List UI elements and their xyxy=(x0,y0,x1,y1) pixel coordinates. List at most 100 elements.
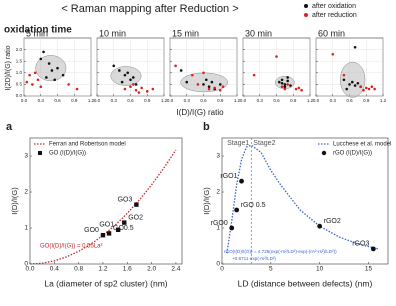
data-point xyxy=(353,45,357,49)
data-point xyxy=(53,78,57,82)
x-axis-label: LD (distance between defects) (nm) xyxy=(238,278,373,288)
stage-label: Stage2 xyxy=(253,140,275,147)
data-point xyxy=(297,86,301,90)
point-label: rGO1 xyxy=(220,173,237,180)
y-tick-label: 0 xyxy=(216,261,220,268)
data-point xyxy=(131,83,135,86)
x-tick-label: 0.9 xyxy=(363,98,370,103)
legend-label: rGO (I(D)/I(G)) xyxy=(333,151,372,157)
data-point xyxy=(134,202,139,207)
data-point xyxy=(126,71,130,75)
data-point xyxy=(61,73,65,77)
data-point xyxy=(196,83,200,86)
data-point xyxy=(207,87,211,91)
x-tick-label: 2.4 xyxy=(171,266,180,273)
y-tick-label: 1 xyxy=(216,225,220,232)
point-label: rGO 0.5 xyxy=(241,202,266,209)
data-point xyxy=(118,69,121,72)
data-point xyxy=(174,64,177,68)
data-point xyxy=(185,80,189,84)
data-point xyxy=(353,84,357,87)
data-point xyxy=(342,73,346,77)
x-tick-label: 0.6 xyxy=(346,98,353,103)
x-tick-label: 1.2 xyxy=(380,98,387,103)
data-point xyxy=(207,85,211,89)
data-point xyxy=(56,66,59,70)
data-point xyxy=(140,86,143,90)
data-point xyxy=(202,83,205,86)
x-tick-label: 10 xyxy=(316,266,324,273)
x-tick-label: 1.2 xyxy=(98,266,107,273)
data-point xyxy=(229,225,235,231)
data-point xyxy=(131,76,135,79)
y-tick-label: 1.0 xyxy=(16,70,23,75)
data-point xyxy=(33,71,37,75)
y-axis-label: I(2D)/I(G) ratio xyxy=(5,45,12,90)
point-label: rGO2 xyxy=(324,218,341,225)
data-point xyxy=(122,220,127,225)
data-point xyxy=(359,85,362,89)
data-point xyxy=(280,85,284,89)
point-label: GO0 xyxy=(84,227,99,234)
y-tick-label: 0.5 xyxy=(16,82,23,87)
y-tick-label: 2 xyxy=(24,189,28,196)
data-point xyxy=(145,90,149,93)
data-point xyxy=(294,87,298,91)
data-point xyxy=(283,85,287,89)
data-point xyxy=(50,69,54,72)
data-point xyxy=(280,78,284,82)
data-point xyxy=(179,69,183,72)
data-point xyxy=(106,231,112,236)
x-tick-label: 0.3 xyxy=(330,98,337,103)
point-label: GO3 xyxy=(118,196,133,203)
data-point xyxy=(213,86,216,90)
data-point xyxy=(221,85,225,89)
panel-title: 10 min xyxy=(99,28,126,38)
panel-title: 30 min xyxy=(245,28,272,38)
y-tick-label: 3 xyxy=(216,153,220,160)
data-point xyxy=(115,227,121,232)
point-label: rGO3 xyxy=(352,241,369,248)
cluster-area xyxy=(35,55,67,82)
data-point xyxy=(300,88,303,92)
x-tick-label: 0.0 xyxy=(25,266,34,273)
data-point xyxy=(151,87,155,91)
data-point xyxy=(283,83,287,86)
data-point xyxy=(31,83,34,86)
data-point xyxy=(275,55,278,58)
data-point xyxy=(204,78,208,82)
data-point xyxy=(39,57,43,61)
data-point xyxy=(218,83,222,86)
data-point xyxy=(137,91,141,94)
x-tick-label: 0.6 xyxy=(273,98,280,103)
data-point xyxy=(123,73,127,77)
data-point xyxy=(364,86,368,90)
data-point xyxy=(202,71,205,75)
x-tick-label: 0.0 xyxy=(240,98,247,103)
legend-marker xyxy=(304,4,308,8)
y-tick-label: 3 xyxy=(24,153,28,160)
legend-label: Ferrari and Robertson model xyxy=(49,142,126,148)
data-point xyxy=(39,85,43,89)
annotation: GO(I(D)/I(G)) = 0.55La² xyxy=(40,244,103,250)
x-tick-label: 5 xyxy=(269,266,273,273)
data-point xyxy=(191,73,194,77)
data-point xyxy=(286,83,289,86)
legend-marker xyxy=(38,151,42,155)
x-axis-label: I(D)/I(G) ratio xyxy=(176,108,224,117)
x-tick-label: 1.2 xyxy=(307,98,314,103)
x-tick-label: 0.3 xyxy=(184,98,191,103)
data-point xyxy=(36,78,40,82)
data-point xyxy=(367,87,371,91)
annotation: rGO(I(D)/I(G)) = 4.725(exp(-rs²/LD²)-exp… xyxy=(224,249,337,254)
plot-frame xyxy=(221,137,389,265)
x-tick-label: 0.0 xyxy=(313,98,320,103)
x-tick-label: 1.6 xyxy=(123,266,132,273)
x-tick-label: 0.0 xyxy=(167,98,174,103)
panel-title: 60 min xyxy=(318,28,345,38)
data-point xyxy=(42,50,45,54)
data-point xyxy=(120,80,124,84)
point-label: GO1 xyxy=(99,222,114,229)
y-axis-label: I(D)/I(G) xyxy=(202,187,211,215)
